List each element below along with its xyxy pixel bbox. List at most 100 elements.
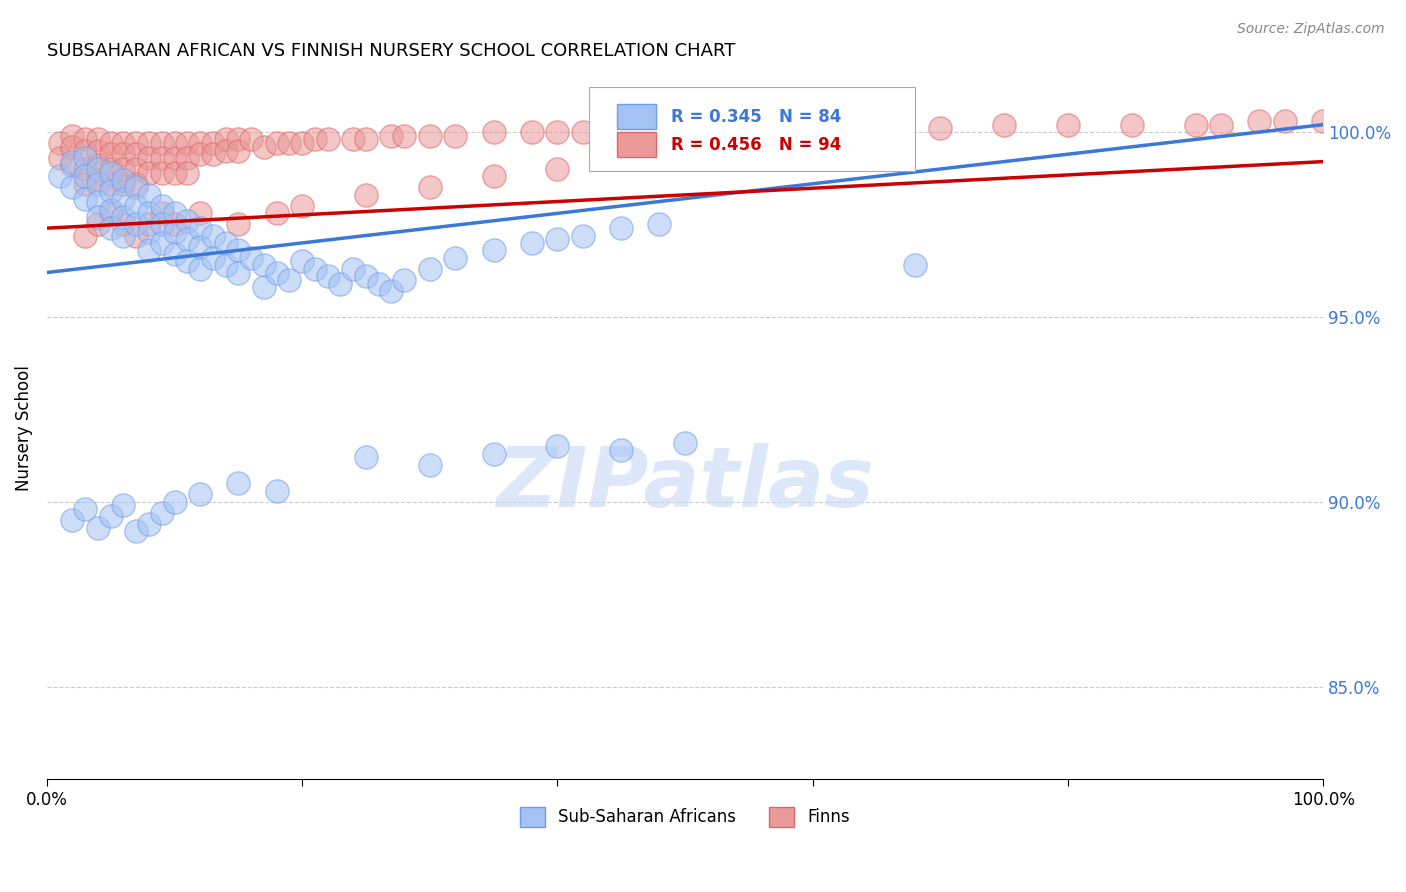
Point (904, 258, 927, 272)
Text: R = 0.456   N = 94: R = 0.456 N = 94 (671, 136, 841, 153)
Point (610, 442, 633, 457)
Text: R = 0.345   N = 84: R = 0.345 N = 84 (671, 108, 841, 126)
Point (112, 147, 135, 161)
Point (228, 265, 250, 279)
Point (419, 458, 441, 472)
Point (228, 476, 250, 491)
Point (253, 280, 276, 294)
FancyBboxPatch shape (589, 87, 915, 171)
Point (163, 151, 186, 165)
Point (100, 184, 122, 198)
Point (62, 128, 84, 143)
Point (62, 140, 84, 154)
Point (176, 151, 198, 165)
Point (188, 487, 211, 501)
Point (125, 147, 148, 161)
Point (112, 210, 135, 224)
Point (546, 232, 568, 246)
Point (112, 228, 135, 243)
Point (419, 180, 441, 194)
Point (112, 161, 135, 176)
Point (214, 132, 236, 146)
Point (188, 221, 211, 235)
Point (419, 261, 441, 276)
Point (75, 502, 97, 516)
Point (125, 177, 148, 191)
Point (138, 187, 160, 202)
Point (112, 177, 135, 191)
Point (100, 166, 122, 180)
Point (673, 144, 696, 158)
Point (291, 199, 314, 213)
Point (125, 199, 148, 213)
Point (546, 125, 568, 139)
Point (367, 277, 389, 291)
Point (291, 254, 314, 268)
Point (228, 244, 250, 258)
Point (150, 136, 173, 150)
Point (112, 173, 135, 187)
Point (316, 269, 339, 284)
Text: SUBSAHARAN AFRICAN VS FINNISH NURSERY SCHOOL CORRELATION CHART: SUBSAHARAN AFRICAN VS FINNISH NURSERY SC… (46, 42, 735, 60)
Point (240, 132, 263, 146)
Point (125, 136, 148, 150)
Point (75, 177, 97, 191)
Point (87, 195, 110, 210)
Point (1249, 114, 1271, 128)
Point (87, 210, 110, 224)
Point (201, 136, 224, 150)
Point (112, 218, 135, 232)
Point (304, 132, 326, 146)
Point (546, 439, 568, 453)
Point (342, 261, 364, 276)
Point (214, 235, 236, 250)
Point (163, 225, 186, 239)
Point (100, 161, 122, 176)
Point (188, 147, 211, 161)
Point (214, 258, 236, 272)
Point (87, 161, 110, 176)
Point (138, 516, 160, 531)
Point (240, 251, 263, 265)
Point (100, 147, 122, 161)
Point (138, 136, 160, 150)
Point (648, 121, 671, 136)
Point (75, 144, 97, 158)
Point (176, 254, 198, 268)
Point (444, 128, 467, 143)
Point (1184, 118, 1206, 132)
Point (150, 218, 173, 232)
Point (266, 206, 288, 220)
Point (150, 199, 173, 213)
Point (87, 158, 110, 172)
Point (138, 206, 160, 220)
Point (610, 121, 633, 136)
Point (380, 284, 402, 298)
Point (201, 251, 224, 265)
Point (100, 177, 122, 191)
Point (163, 206, 186, 220)
Point (100, 202, 122, 217)
Point (188, 206, 211, 220)
Point (1274, 114, 1296, 128)
Point (228, 132, 250, 146)
Point (138, 218, 160, 232)
Point (673, 435, 696, 450)
Bar (617, 132, 655, 157)
Point (801, 121, 824, 136)
Point (394, 273, 416, 287)
Point (62, 513, 84, 527)
Point (354, 269, 377, 284)
Point (112, 192, 135, 206)
Point (125, 161, 148, 176)
Point (87, 218, 110, 232)
Point (394, 128, 416, 143)
Point (150, 166, 173, 180)
Point (188, 136, 211, 150)
Point (150, 235, 173, 250)
Point (228, 144, 250, 158)
Point (62, 158, 84, 172)
Point (993, 118, 1015, 132)
Point (87, 132, 110, 146)
Point (738, 121, 761, 136)
